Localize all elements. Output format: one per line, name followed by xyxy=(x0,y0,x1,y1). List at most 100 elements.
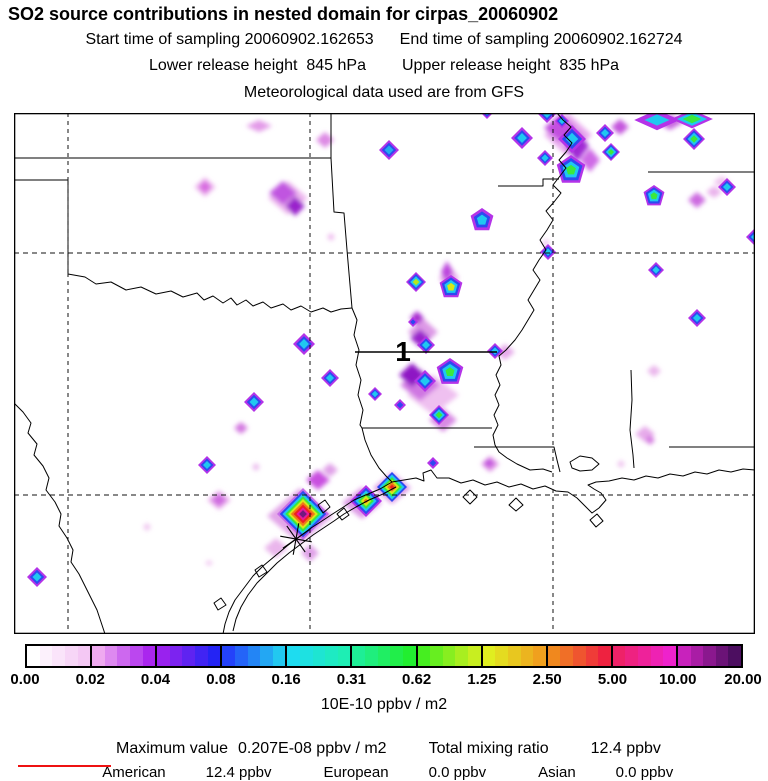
colorbar-cell xyxy=(195,646,208,666)
marker-ring xyxy=(429,459,437,467)
concentration-marker xyxy=(683,128,705,150)
plume-blob xyxy=(484,459,494,467)
colorbar-cell xyxy=(715,646,729,666)
colorbar-cell xyxy=(222,646,235,666)
american-label: American xyxy=(102,764,166,781)
marker-ring xyxy=(299,339,309,349)
marker-ring xyxy=(650,192,658,200)
plume-blob xyxy=(580,148,600,172)
marker-ring xyxy=(491,347,499,355)
receptor-star-icon xyxy=(280,523,312,555)
plume-blob xyxy=(205,560,213,566)
marker-ring xyxy=(384,145,394,155)
start-time-text: Start time of sampling 20060902.162653 xyxy=(85,31,374,48)
marker-ring xyxy=(447,282,455,291)
plume-blob xyxy=(647,365,661,377)
colorbar-segment xyxy=(285,646,351,666)
colorbar-cell xyxy=(482,646,496,666)
marker-ring xyxy=(435,411,443,419)
max-value-label: Maximum value xyxy=(115,740,229,757)
colorbar-segment xyxy=(480,646,546,666)
release-heights-line: Lower release height 845 hPa Upper releas… xyxy=(0,57,768,75)
concentration-marker xyxy=(634,109,680,131)
dispersion-map: 1 xyxy=(13,105,768,635)
colorbar-segment xyxy=(545,646,611,666)
concentration-marker xyxy=(406,272,426,292)
concentration-marker xyxy=(558,125,586,153)
colorbar-cell xyxy=(468,646,481,666)
plume-blob xyxy=(252,463,260,471)
source-breakdown-line: American 12.4 ppbv European 0.0 ppbv Asian 0.… xyxy=(0,747,768,781)
colorbar-segment xyxy=(610,646,676,666)
plume-blob xyxy=(322,463,338,477)
plume-blob xyxy=(198,180,212,194)
colorbar-cell xyxy=(129,646,143,666)
colorbar-cell xyxy=(507,646,521,666)
marker-ring xyxy=(644,114,670,126)
colorbar-cell xyxy=(612,646,626,666)
marker-ring xyxy=(32,572,42,582)
track-annotation: 1 xyxy=(355,336,497,367)
colorbar-segment xyxy=(220,646,286,666)
colorbar-cell xyxy=(352,646,366,666)
european-value: 0.0 ppbv xyxy=(428,764,487,781)
bay-outlines xyxy=(213,499,350,611)
colorbar-cell xyxy=(337,646,351,666)
marker-ring xyxy=(412,278,420,286)
colorbar-cell xyxy=(455,646,469,666)
plume-blob xyxy=(211,493,227,507)
rio-grande xyxy=(13,402,106,635)
colorbar-cell xyxy=(690,646,704,666)
concentration-marker xyxy=(27,567,47,587)
colorbar-tick-label: 0.62 xyxy=(402,671,432,688)
colorbar-tick-label: 0.08 xyxy=(206,671,236,688)
colorbar-unit-label: 10E-10 ppbv / m2 xyxy=(320,696,448,713)
marker-ring xyxy=(682,114,702,124)
colorbar-segment xyxy=(675,646,742,666)
marker-ring xyxy=(566,164,576,175)
mixing-ratio-value: 12.4 ppbv xyxy=(590,740,661,757)
plume-blob xyxy=(234,422,248,434)
colorbar-cell xyxy=(365,646,378,666)
colorbar-tick-label: 0.04 xyxy=(140,671,171,688)
marker-ring xyxy=(565,132,579,146)
louisiana-coastline xyxy=(391,468,756,514)
page-title: SO2 source contributions in nested domai… xyxy=(8,4,559,24)
concentration-marker xyxy=(648,262,664,278)
colorbar-cell xyxy=(377,646,391,666)
red-river xyxy=(67,273,353,313)
colorbar-cell xyxy=(77,646,91,666)
colorbar-cell xyxy=(247,646,261,666)
colorbar-cell xyxy=(272,646,286,666)
colorbar-segment xyxy=(155,646,221,666)
colorbar-cell xyxy=(442,646,456,666)
american-value: 12.4 ppbv xyxy=(205,764,272,781)
marker-ring xyxy=(421,340,431,350)
track-label: 1 xyxy=(395,336,411,367)
met-source-text: Meteorological data used are from GFS xyxy=(243,84,525,101)
plume-blob xyxy=(143,523,151,531)
concentration-marker xyxy=(321,369,339,387)
colorbar-tick-label: 5.00 xyxy=(597,671,628,688)
delta-marsh-outlines xyxy=(462,489,604,528)
marker-ring xyxy=(363,498,369,504)
colorbar-cell xyxy=(182,646,196,666)
colorbar-cell xyxy=(300,646,313,666)
marker-ring xyxy=(600,128,610,138)
colorbar-cell xyxy=(417,646,431,666)
marker-ring xyxy=(396,401,404,409)
colorbar-cell xyxy=(598,646,611,666)
concentration-marker xyxy=(671,109,713,129)
colorbar-cell xyxy=(104,646,118,666)
colorbar-tick-label: 10.00 xyxy=(658,671,697,688)
concentration-marker xyxy=(555,114,569,128)
marker-ring xyxy=(517,133,527,143)
plume-layer xyxy=(143,113,731,566)
state-boundaries xyxy=(13,112,768,635)
marker-ring xyxy=(558,117,566,125)
concentration-marker xyxy=(540,244,556,260)
asian-value: 0.0 ppbv xyxy=(615,764,674,781)
summary-line: Maximum value 0.207E-08 ppbv / m2 Total mi… xyxy=(0,722,768,758)
colorbar-tick-label: 0.00 xyxy=(10,671,40,688)
colorbar-cell xyxy=(39,646,53,666)
